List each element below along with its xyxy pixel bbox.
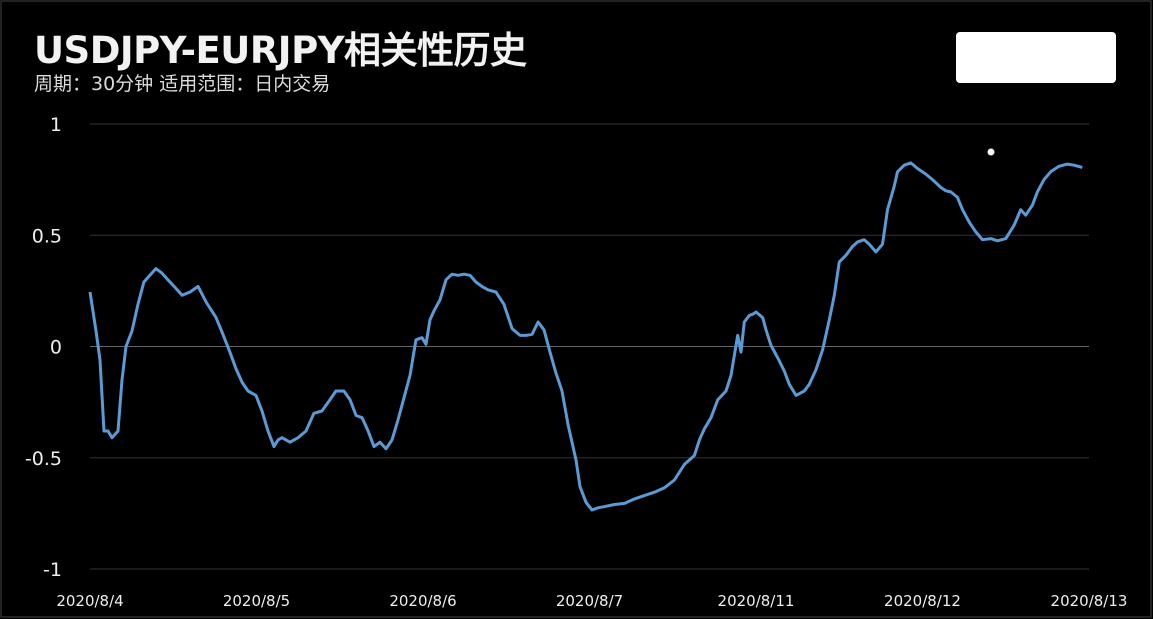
y-tick-label: -1 — [43, 559, 62, 581]
x-tick-label: 2020/8/6 — [389, 592, 456, 610]
y-tick-label: 1 — [50, 114, 62, 136]
chart-title: USDJPY-EURJPY相关性历史 — [34, 29, 527, 72]
y-tick-label: 0 — [50, 337, 62, 359]
marker-dot — [987, 148, 995, 156]
x-tick-label: 2020/8/11 — [718, 592, 795, 610]
x-tick-label: 2020/8/7 — [556, 592, 623, 610]
x-tick-label: 2020/8/13 — [1051, 592, 1128, 610]
series-line — [88, 161, 1083, 512]
x-tick-label: 2020/8/4 — [56, 592, 123, 610]
redacted-logo — [956, 32, 1116, 83]
x-tick-label: 2020/8/12 — [884, 592, 961, 610]
x-tick-label: 2020/8/5 — [223, 592, 290, 610]
chart-subtitle: 周期：30分钟 适用范围：日内交易 — [34, 73, 331, 95]
y-tick-label: -0.5 — [25, 448, 62, 470]
y-tick-label: 0.5 — [32, 225, 62, 247]
